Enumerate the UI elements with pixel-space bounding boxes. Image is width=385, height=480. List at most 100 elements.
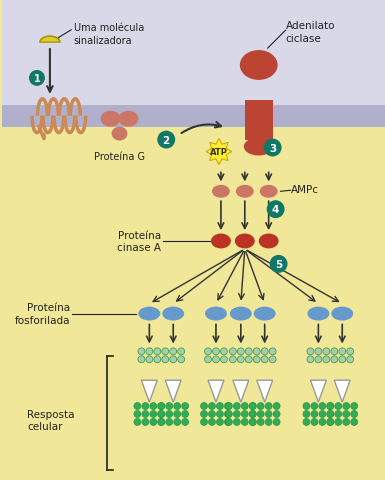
Circle shape bbox=[351, 403, 358, 409]
Text: 3: 3 bbox=[269, 143, 276, 153]
Circle shape bbox=[182, 419, 189, 426]
Circle shape bbox=[269, 356, 276, 363]
Ellipse shape bbox=[138, 307, 160, 321]
Ellipse shape bbox=[259, 234, 279, 249]
Ellipse shape bbox=[162, 307, 184, 321]
Text: 2: 2 bbox=[162, 135, 170, 145]
Circle shape bbox=[166, 411, 173, 418]
Text: 1: 1 bbox=[33, 74, 40, 84]
Circle shape bbox=[229, 356, 236, 363]
Circle shape bbox=[142, 411, 149, 418]
Circle shape bbox=[267, 201, 285, 219]
Circle shape bbox=[249, 403, 256, 409]
Polygon shape bbox=[141, 381, 157, 402]
Circle shape bbox=[270, 255, 288, 273]
Circle shape bbox=[182, 403, 189, 409]
Circle shape bbox=[216, 419, 223, 426]
Circle shape bbox=[229, 348, 236, 355]
Circle shape bbox=[225, 403, 233, 409]
Ellipse shape bbox=[119, 111, 138, 127]
Circle shape bbox=[351, 419, 358, 426]
Text: Uma molécula
sinalizadora: Uma molécula sinalizadora bbox=[74, 23, 144, 46]
Circle shape bbox=[241, 403, 248, 409]
Circle shape bbox=[174, 411, 181, 418]
Circle shape bbox=[138, 356, 145, 363]
Circle shape bbox=[273, 403, 280, 409]
Circle shape bbox=[307, 356, 314, 363]
Circle shape bbox=[323, 356, 330, 363]
Circle shape bbox=[233, 403, 240, 409]
Circle shape bbox=[29, 71, 45, 87]
Circle shape bbox=[138, 348, 145, 355]
Circle shape bbox=[264, 139, 281, 157]
Circle shape bbox=[213, 356, 219, 363]
Circle shape bbox=[134, 419, 141, 426]
Circle shape bbox=[209, 419, 216, 426]
Circle shape bbox=[209, 403, 216, 409]
Circle shape bbox=[158, 419, 165, 426]
Circle shape bbox=[216, 403, 223, 409]
Circle shape bbox=[327, 403, 334, 409]
Circle shape bbox=[249, 411, 256, 418]
Text: 5: 5 bbox=[275, 259, 282, 269]
Circle shape bbox=[319, 403, 326, 409]
Circle shape bbox=[134, 411, 141, 418]
Circle shape bbox=[182, 411, 189, 418]
Circle shape bbox=[327, 419, 334, 426]
Circle shape bbox=[237, 356, 244, 363]
Circle shape bbox=[249, 419, 256, 426]
Circle shape bbox=[221, 356, 228, 363]
Circle shape bbox=[221, 348, 228, 355]
Circle shape bbox=[303, 419, 310, 426]
Circle shape bbox=[158, 411, 165, 418]
Circle shape bbox=[261, 356, 268, 363]
Circle shape bbox=[158, 403, 165, 409]
Bar bbox=[2, 1, 385, 117]
Ellipse shape bbox=[112, 127, 127, 141]
Circle shape bbox=[327, 419, 334, 426]
Circle shape bbox=[315, 348, 322, 355]
Bar bbox=[245, 101, 273, 140]
Polygon shape bbox=[206, 139, 232, 165]
Ellipse shape bbox=[236, 185, 254, 198]
Text: ATP: ATP bbox=[210, 148, 228, 156]
Ellipse shape bbox=[308, 307, 329, 321]
Circle shape bbox=[158, 419, 165, 426]
Circle shape bbox=[154, 348, 161, 355]
Circle shape bbox=[201, 411, 208, 418]
Bar bbox=[2, 106, 385, 127]
Text: Proteína G: Proteína G bbox=[94, 151, 145, 161]
Polygon shape bbox=[233, 381, 249, 402]
Circle shape bbox=[245, 356, 252, 363]
Circle shape bbox=[273, 419, 280, 426]
Polygon shape bbox=[334, 381, 350, 402]
Circle shape bbox=[331, 348, 338, 355]
Circle shape bbox=[347, 348, 354, 355]
Ellipse shape bbox=[331, 307, 353, 321]
Circle shape bbox=[142, 403, 149, 409]
Circle shape bbox=[339, 348, 346, 355]
Circle shape bbox=[249, 419, 256, 426]
Circle shape bbox=[158, 403, 165, 409]
Circle shape bbox=[233, 419, 240, 426]
Circle shape bbox=[253, 348, 260, 355]
Ellipse shape bbox=[254, 307, 276, 321]
Polygon shape bbox=[310, 381, 326, 402]
Ellipse shape bbox=[244, 138, 274, 156]
Circle shape bbox=[146, 356, 153, 363]
Circle shape bbox=[157, 132, 175, 149]
Circle shape bbox=[269, 348, 276, 355]
Circle shape bbox=[257, 411, 264, 418]
Circle shape bbox=[216, 411, 223, 418]
Circle shape bbox=[343, 403, 350, 409]
Circle shape bbox=[311, 419, 318, 426]
Circle shape bbox=[319, 419, 326, 426]
Circle shape bbox=[319, 411, 326, 418]
Polygon shape bbox=[208, 381, 224, 402]
Circle shape bbox=[265, 411, 272, 418]
Text: Adenilato
ciclase: Adenilato ciclase bbox=[286, 21, 335, 44]
Circle shape bbox=[307, 348, 314, 355]
Circle shape bbox=[331, 356, 338, 363]
Circle shape bbox=[225, 411, 233, 418]
Circle shape bbox=[343, 419, 350, 426]
